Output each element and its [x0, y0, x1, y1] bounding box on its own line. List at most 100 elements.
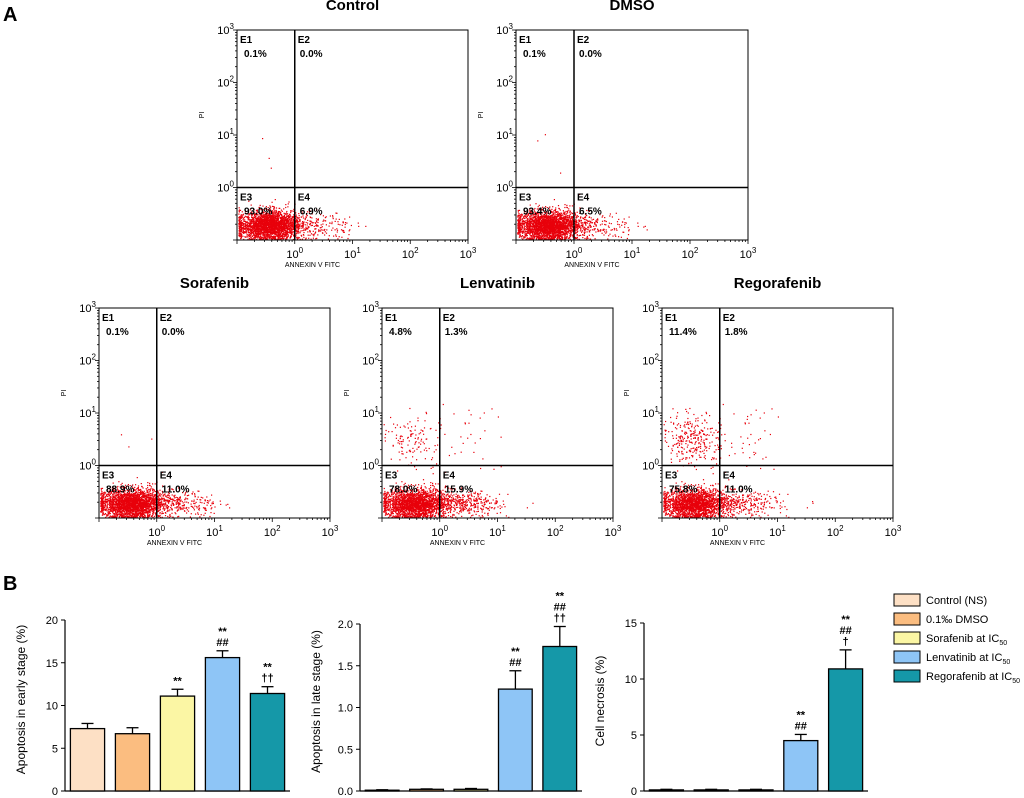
- scatter-dot: [240, 224, 242, 226]
- scatter-dot: [579, 207, 581, 209]
- y-tick-label-exponent: 2: [230, 75, 235, 84]
- scatter-dot: [283, 237, 285, 239]
- scatter-dot: [275, 215, 277, 218]
- scatter-dot: [579, 226, 581, 229]
- scatter-dot: [303, 222, 305, 224]
- scatter-dot: [526, 231, 528, 233]
- scatter-dot: [312, 230, 314, 232]
- scatter-dot: [566, 226, 568, 228]
- scatter-dot: [265, 222, 267, 224]
- scatter-dot: [572, 216, 574, 218]
- scatter-dot: [285, 204, 287, 206]
- scatter-dot: [242, 222, 244, 224]
- scatter-dot: [289, 227, 291, 229]
- scatter-dot: [566, 231, 568, 233]
- scatter-dot: [276, 213, 278, 215]
- scatter-dot: [287, 224, 289, 226]
- scatter-dot: [537, 223, 539, 225]
- scatter-dot: [528, 228, 530, 230]
- scatter-dot: [269, 216, 271, 218]
- scatter-dot: [548, 228, 550, 230]
- scatter-dot: [540, 209, 542, 211]
- scatter-dot: [554, 212, 556, 214]
- scatter-dot: [259, 223, 261, 225]
- scatter-dot: [243, 225, 245, 227]
- scatter-dot: [295, 221, 297, 223]
- scatter-dot: [549, 221, 551, 223]
- scatter-dot: [535, 229, 537, 231]
- scatter-dot: [307, 222, 309, 224]
- scatter-dot: [588, 227, 590, 229]
- scatter-dot: [541, 234, 543, 236]
- scatter-dot: [574, 224, 577, 226]
- scatter-dot: [535, 236, 537, 238]
- scatter-dot: [574, 212, 576, 214]
- scatter-dot: [547, 221, 549, 223]
- scatter-dot: [534, 214, 536, 216]
- scatter-dot: [261, 233, 263, 235]
- scatter-dot: [524, 230, 526, 232]
- scatter-dot: [252, 234, 254, 237]
- scatter-dot: [540, 236, 542, 238]
- scatter-dot: [277, 236, 279, 238]
- scatter-dot: [559, 233, 562, 235]
- scatter-dot: [527, 230, 529, 232]
- scatter-dot: [238, 232, 240, 234]
- scatter-dot: [240, 236, 243, 238]
- scatter-dot: [555, 223, 557, 225]
- scatter-dot: [253, 227, 255, 229]
- scatter-dot: [517, 219, 519, 221]
- scatter-dot: [551, 211, 553, 213]
- scatter-dot: [258, 225, 260, 227]
- scatter-dot: [298, 215, 300, 217]
- scatter-dot: [280, 216, 283, 218]
- scatter-dot: [288, 219, 290, 221]
- scatter-dot: [581, 225, 583, 228]
- scatter-dot: [246, 216, 248, 218]
- scatter-dot: [557, 221, 559, 223]
- scatter-dot: [269, 236, 272, 238]
- scatter-dot: [278, 238, 280, 240]
- scatter-dot: [301, 222, 303, 224]
- scatter-dot: [287, 231, 289, 233]
- scatter-dot: [281, 223, 283, 225]
- scatter-dot: [547, 231, 549, 233]
- scatter-dot: [295, 227, 297, 229]
- scatter-dot: [276, 226, 278, 228]
- scatter-dot: [267, 235, 269, 237]
- scatter-dot: [261, 234, 263, 236]
- scatter-dot: [247, 217, 249, 220]
- y-tick-label-exponent: 3: [230, 22, 235, 31]
- scatter-dot: [264, 219, 266, 222]
- scatter-dot: [525, 238, 527, 240]
- scatter-dot: [261, 238, 263, 240]
- scatter-dot: [552, 238, 554, 240]
- scatter-dot: [517, 233, 519, 235]
- scatter-dot: [254, 216, 256, 218]
- scatter-dot: [254, 237, 256, 239]
- scatter-dot: [269, 233, 271, 236]
- scatter-dot: [324, 231, 326, 233]
- scatter-dot: [328, 235, 330, 237]
- scatter-dot: [530, 231, 532, 233]
- scatter-dot: [256, 233, 258, 235]
- scatter-dot: [341, 236, 343, 238]
- scatter-dot: [260, 212, 262, 215]
- scatter-dot: [534, 231, 536, 233]
- scatter-dot: [529, 210, 531, 212]
- scatter-dot: [526, 226, 528, 228]
- scatter-dot: [528, 223, 530, 225]
- scatter-dot: [562, 210, 564, 212]
- scatter-dot: [577, 227, 579, 229]
- scatter-dot: [566, 234, 568, 236]
- scatter-dot: [569, 223, 571, 226]
- scatter-dot: [247, 219, 249, 221]
- scatter-dot: [299, 238, 301, 240]
- scatter-dot: [266, 227, 268, 229]
- scatter-dot: [258, 232, 260, 234]
- scatter-dot: [274, 218, 276, 220]
- scatter-dot: [295, 226, 297, 228]
- y-tick-label-base: 10: [217, 130, 229, 142]
- scatter-dot: [285, 219, 287, 221]
- scatter-dot: [518, 218, 520, 221]
